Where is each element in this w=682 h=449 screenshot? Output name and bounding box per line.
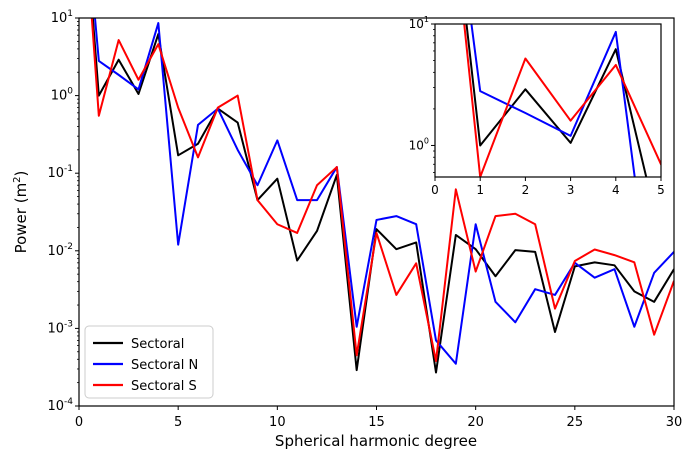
x-tick-label: 5 <box>174 415 182 430</box>
y-tick-label: 10-3 <box>47 319 73 336</box>
x-tick-label: 0 <box>75 415 83 430</box>
y-axis-label-superscript: 2 <box>12 176 23 182</box>
legend-label: Sectoral N <box>131 358 198 373</box>
x-tick-label: 10 <box>269 415 286 430</box>
x-axis-label: Spherical harmonic degree <box>275 432 477 449</box>
y-axis-label: Power (m2) <box>12 171 30 254</box>
x-tick-label: 2 <box>522 183 530 197</box>
y-tick-label: 101 <box>51 9 73 26</box>
x-tick-label: 3 <box>567 183 575 197</box>
x-tick-label: 15 <box>368 415 385 430</box>
x-tick-label: 5 <box>657 183 665 197</box>
y-axis-label-close: ) <box>12 171 30 177</box>
y-tick-label: 100 <box>409 136 429 152</box>
legend-label: Sectoral <box>131 337 184 352</box>
y-tick-label: 100 <box>51 87 74 104</box>
x-tick-label: 4 <box>612 183 620 197</box>
main-y-axis: 10-4 10-3 10-2 10-1 100 101 <box>47 9 79 414</box>
series-line-sectoral <box>465 24 648 177</box>
x-tick-label: 1 <box>476 183 484 197</box>
series-line-sectoral-s <box>90 18 674 363</box>
y-tick-label: 10-1 <box>47 164 73 181</box>
y-tick-label: 101 <box>409 15 429 31</box>
main-x-axis: 0 5 10 15 20 25 30 <box>75 406 682 430</box>
y-tick-label: 10-4 <box>47 397 73 414</box>
legend-label: Sectoral S <box>131 379 197 394</box>
x-tick-label: 25 <box>567 415 584 430</box>
x-tick-label: 20 <box>467 415 484 430</box>
inset-plot: 0 1 2 3 4 5 100 101 <box>409 15 665 197</box>
x-tick-label: 30 <box>666 415 682 430</box>
y-tick-label: 10-2 <box>47 242 73 259</box>
series-line-sectoral-n <box>470 24 636 177</box>
series-line-sectoral <box>91 18 674 374</box>
inset-x-axis: 0 1 2 3 4 5 <box>431 177 665 197</box>
inset-plot-lines <box>463 24 661 177</box>
x-tick-label: 0 <box>431 183 439 197</box>
inset-plot-frame <box>434 23 662 178</box>
y-axis-label-text: Power (m <box>12 183 30 254</box>
inset-y-axis: 100 101 <box>409 15 435 173</box>
main-plot-lines <box>90 18 674 374</box>
series-line-sectoral-s <box>463 24 661 177</box>
legend: Sectoral Sectoral N Sectoral S <box>84 325 214 399</box>
